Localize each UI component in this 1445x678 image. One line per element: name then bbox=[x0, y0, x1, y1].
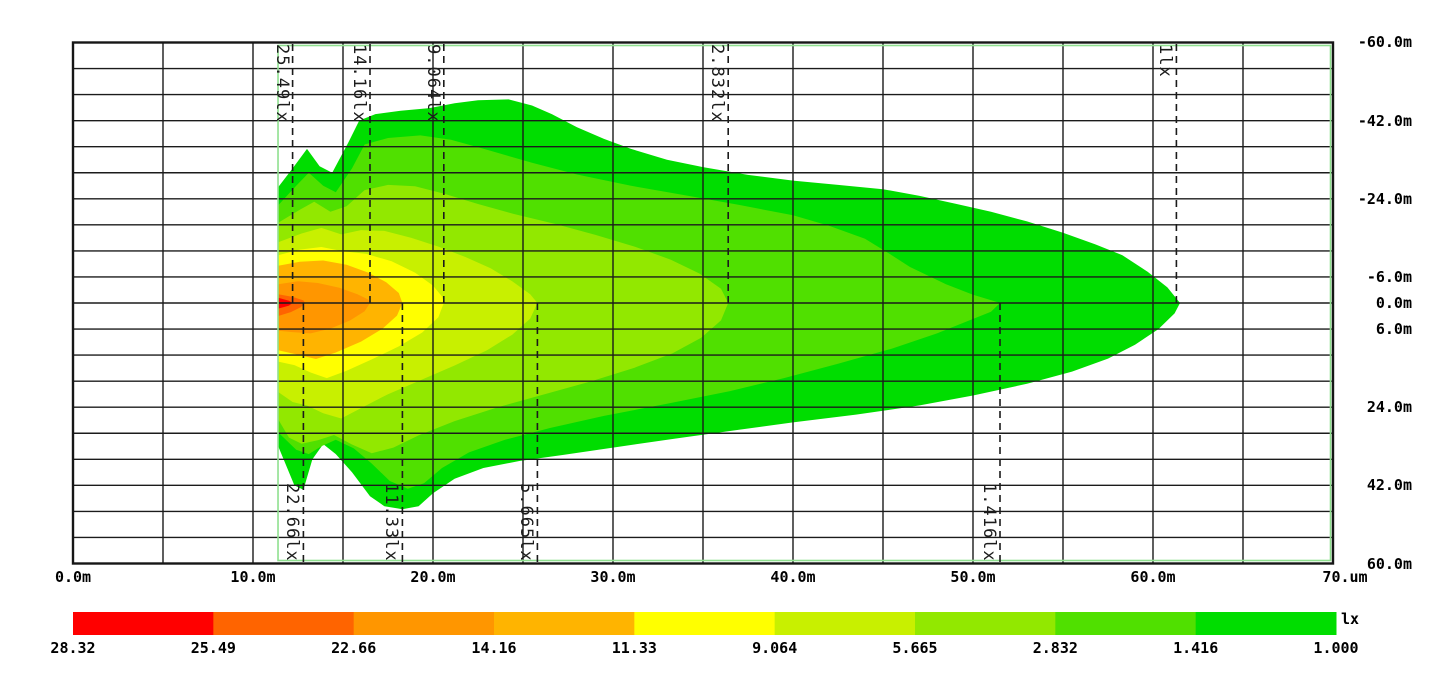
legend-segment-0 bbox=[73, 612, 214, 635]
y-axis-tick-label: 0.0m bbox=[1375, 294, 1412, 312]
y-axis-tick-label: 24.0m bbox=[1366, 398, 1412, 417]
legend-segment-8 bbox=[1195, 612, 1337, 635]
calc-area-boundary bbox=[277, 44, 1332, 562]
iso-marker-label: 9.064lx bbox=[422, 44, 443, 123]
x-axis-tick-label: 60.0m bbox=[1130, 568, 1176, 586]
x-axis-tick-label: 10.0m bbox=[230, 568, 276, 586]
legend-edge-label: 9.064 bbox=[752, 639, 798, 657]
legend-segment-1 bbox=[213, 612, 355, 635]
y-axis-tick-label: -60.0m bbox=[1357, 33, 1412, 52]
legend-edge-label: 2.832 bbox=[1032, 639, 1078, 657]
x-axis-tick-label: 50.0m bbox=[950, 568, 996, 586]
y-axis-tick-label: 60.0m bbox=[1366, 554, 1412, 573]
iso-marker-label: 14.16lx bbox=[349, 44, 369, 123]
y-axis-tick-label: -24.0m bbox=[1357, 189, 1412, 208]
plot-frame bbox=[71, 41, 1335, 565]
iso-marker-label: 22.66lx bbox=[282, 483, 303, 562]
iso-marker-label: 5.665lx bbox=[516, 483, 537, 562]
x-axis-tick-label: 0.0m bbox=[54, 568, 92, 586]
x-axis-tick-label: 40.0m bbox=[770, 568, 816, 586]
legend-edge-label: 5.665 bbox=[892, 639, 938, 657]
y-axis-tick-label: 6.0m bbox=[1375, 320, 1412, 339]
y-axis-tick-label: 42.0m bbox=[1366, 476, 1412, 495]
legend-unit-label: lx bbox=[1341, 610, 1360, 628]
legend-segment-3 bbox=[494, 612, 635, 635]
legend-segment-2 bbox=[353, 612, 495, 635]
legend-edge-label: 1.000 bbox=[1313, 639, 1359, 657]
iso-marker-label: 1.416lx bbox=[979, 483, 999, 562]
legend-edge-label: 28.32 bbox=[50, 639, 96, 657]
y-axis-tick-label: -6.0m bbox=[1366, 267, 1412, 286]
legend-edge-label: 14.16 bbox=[471, 639, 517, 657]
iso-marker-label: 2.832lx bbox=[707, 44, 728, 123]
x-axis-tick-label: 20.0m bbox=[410, 568, 456, 586]
iso-marker-label: 1lx bbox=[1155, 44, 1176, 78]
x-axis-tick-label: 70.um bbox=[1322, 568, 1368, 586]
y-axis-tick-label: -42.0m bbox=[1357, 111, 1412, 130]
iso-marker-label: 11.33lx bbox=[381, 483, 402, 562]
iso-band-14.16lx bbox=[278, 281, 370, 334]
legend-segment-4 bbox=[634, 612, 776, 635]
x-axis-tick-label: 30.0m bbox=[590, 568, 636, 586]
legend-edge-label: 1.416 bbox=[1173, 639, 1219, 657]
legend-edge-label: 11.33 bbox=[611, 639, 657, 657]
legend-edge-label: 25.49 bbox=[190, 639, 236, 657]
legend-segment-6 bbox=[915, 612, 1056, 635]
legend-segment-7 bbox=[1055, 612, 1197, 635]
iso-marker-label: 25.49lx bbox=[271, 44, 292, 123]
legend-edge-label: 22.66 bbox=[331, 639, 377, 657]
legend-segment-5 bbox=[774, 612, 916, 635]
